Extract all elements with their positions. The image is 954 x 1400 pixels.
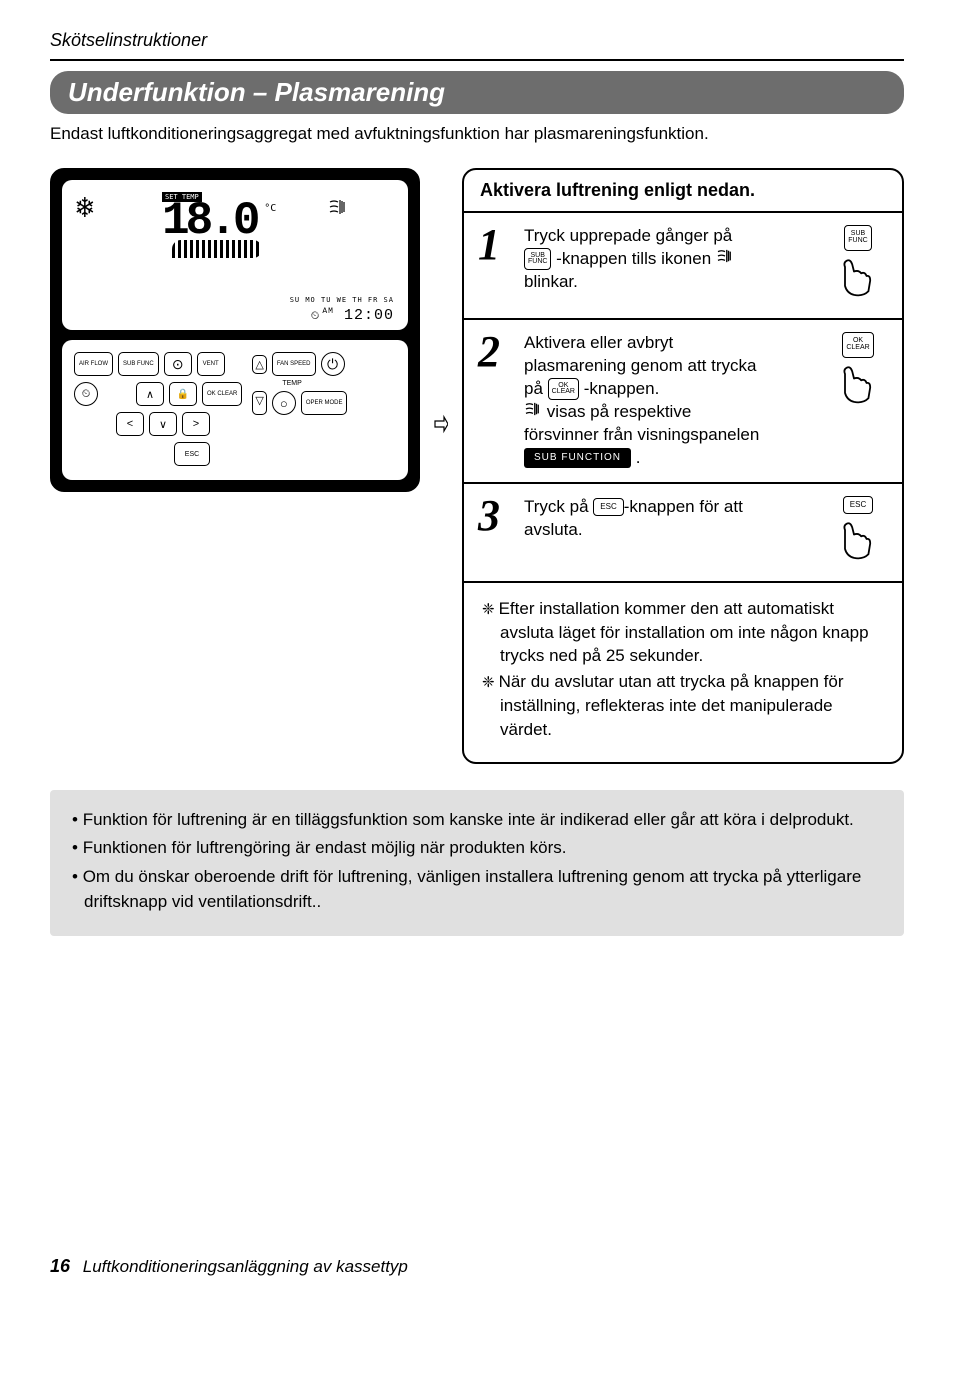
divider — [50, 59, 904, 61]
step-number: 1 — [478, 225, 514, 265]
note-item: ❈När du avslutar utan att trycka på knap… — [482, 670, 884, 741]
power-button[interactable]: ⏻ — [321, 352, 345, 376]
main-content-row: ❄ SET TEMP 18.0 °C SU MO TU WE TH FR SA … — [50, 168, 904, 764]
info-item: • Om du önskar oberoende drift för luftr… — [70, 865, 884, 914]
step-row: 2 Aktivera eller avbryt plasmarening gen… — [464, 320, 902, 484]
circle-button[interactable]: ○ — [272, 391, 296, 415]
tri-down-button[interactable]: ▽ — [255, 394, 263, 407]
page-footer: 16 Luftkonditioneringsanläggning av kass… — [50, 1256, 904, 1277]
clock-value: 12:00 — [344, 307, 394, 324]
lcd-screen: ❄ SET TEMP 18.0 °C SU MO TU WE TH FR SA … — [62, 180, 408, 330]
connector-arrow-icon — [434, 408, 448, 443]
hand-icon — [836, 251, 881, 301]
tri-up-button[interactable]: △ — [255, 358, 263, 371]
intro-text: Endast luftkonditioneringsaggregat med a… — [50, 124, 904, 144]
temp-label: TEMP — [282, 380, 347, 387]
step-text: Tryck upprepade gånger på SUBFUNC -knapp… — [524, 225, 818, 294]
instruction-panel: Aktivera luftrening enligt nedan. 1 Tryc… — [462, 168, 904, 764]
clock-icon: ⏲ — [311, 311, 321, 323]
signal-bars-icon — [172, 240, 262, 258]
left-button[interactable]: < — [116, 412, 144, 436]
footer-text: Luftkonditioneringsanläggning av kassett… — [83, 1257, 408, 1276]
note-item: ❈Efter installation kommer den att autom… — [482, 597, 884, 668]
remote-illustration: ❄ SET TEMP 18.0 °C SU MO TU WE TH FR SA … — [50, 168, 420, 492]
air-flow-button[interactable]: AIR FLOW — [74, 352, 113, 376]
step-row: 1 Tryck upprepade gånger på SUBFUNC -kna… — [464, 213, 902, 320]
page-number: 16 — [50, 1256, 70, 1276]
ok-clear-button[interactable]: OK CLEAR — [202, 382, 242, 406]
clock-row: ⏲AM 12:00 — [311, 307, 394, 324]
step-number: 2 — [478, 332, 514, 372]
step-number: 3 — [478, 496, 514, 536]
snowflake-bullet-icon: ❈ — [482, 674, 495, 691]
day-indicators: SU MO TU WE TH FR SA — [290, 296, 394, 304]
ok-clear-side-button: OKCLEAR — [842, 332, 873, 358]
breadcrumb: Skötselinstruktioner — [50, 30, 904, 51]
lock-button[interactable]: 🔒 — [169, 382, 197, 406]
fan-inline-icon — [716, 250, 734, 267]
step-side-icon: OKCLEAR — [828, 332, 888, 413]
sub-func-side-button: SUBFUNC — [844, 225, 871, 251]
target-button[interactable]: ⊙ — [164, 352, 192, 376]
button-panel: AIR FLOW SUB FUNC ⊙ VENT ⏲ ∧ 🔒 OK CLEAR — [62, 340, 408, 480]
vent-button[interactable]: VENT — [197, 352, 225, 376]
down-button[interactable]: ∨ — [149, 412, 177, 436]
step-text: Aktivera eller avbryt plasmarening genom… — [524, 332, 818, 470]
step-row: 3 Tryck på ESC-knappen för att avsluta. … — [464, 484, 902, 583]
section-title: Underfunktion – Plasmarening — [50, 71, 904, 114]
hand-icon — [836, 358, 881, 408]
esc-side-button: ESC — [843, 496, 873, 514]
sub-func-button[interactable]: SUB FUNC — [118, 352, 159, 376]
info-item: • Funktion för luftrening är en tilläggs… — [70, 808, 884, 833]
oper-mode-button[interactable]: OPER MODE — [301, 391, 348, 415]
hand-icon — [836, 514, 881, 564]
fan-speed-button[interactable]: FAN SPEED — [272, 352, 316, 376]
esc-button[interactable]: ESC — [174, 442, 210, 466]
snowflake-icon: ❄ — [76, 190, 94, 225]
am-label: AM — [322, 307, 334, 316]
right-button[interactable]: > — [182, 412, 210, 436]
sub-func-mini-button: SUBFUNC — [524, 248, 551, 270]
info-box: • Funktion för luftrening är en tilläggs… — [50, 790, 904, 937]
up-button[interactable]: ∧ — [136, 382, 164, 406]
ok-clear-mini-button: OKCLEAR — [548, 378, 579, 400]
sub-function-badge: SUB FUNCTION — [524, 448, 631, 468]
temp-unit: °C — [264, 203, 276, 214]
panel-header: Aktivera luftrening enligt nedan. — [464, 170, 902, 213]
step-side-icon: ESC — [828, 496, 888, 569]
notes-block: ❈Efter installation kommer den att autom… — [464, 583, 902, 762]
snowflake-bullet-icon: ❈ — [482, 601, 495, 618]
timer-button[interactable]: ⏲ — [74, 382, 98, 406]
fan-icon — [328, 198, 348, 221]
esc-mini-button: ESC — [593, 498, 623, 516]
info-item: • Funktionen för luftrengöring är endast… — [70, 836, 884, 861]
fan-inline-icon — [524, 403, 542, 420]
step-side-icon: SUBFUNC — [828, 225, 888, 306]
step-text: Tryck på ESC-knappen för att avsluta. — [524, 496, 818, 542]
